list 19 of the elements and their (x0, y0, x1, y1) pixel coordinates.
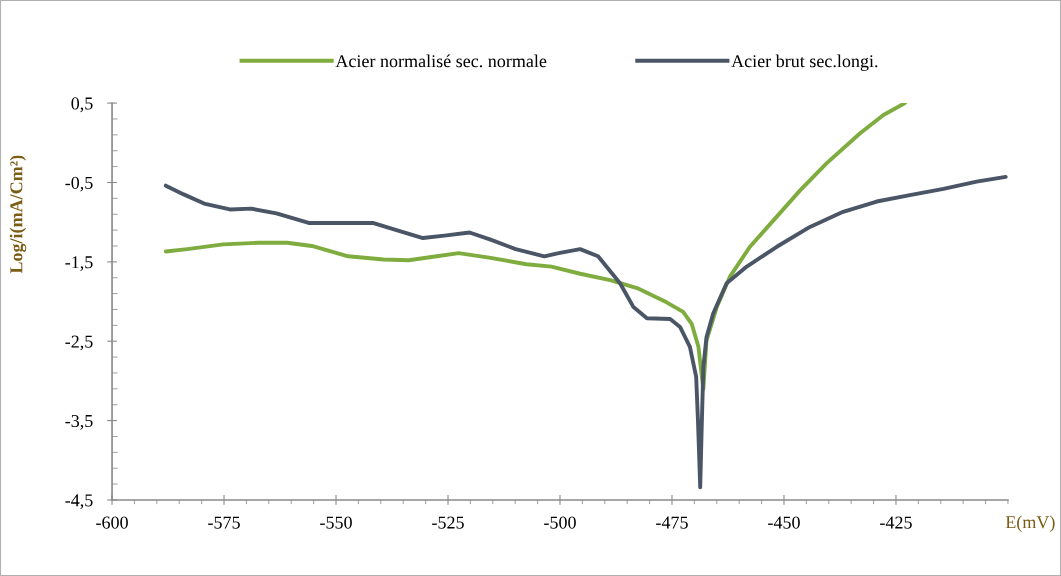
x-tick-label: -450 (768, 516, 800, 529)
y-axis-title: Log/i(mA/Cm²) (9, 155, 27, 274)
x-tick-label: -575 (208, 516, 240, 529)
x-tick-label: -425 (880, 516, 912, 529)
legend-label: Acier normalisé sec. normale (335, 54, 547, 68)
y-tick-label: -1,5 (65, 256, 93, 271)
x-axis-title: E(mV) (1005, 515, 1055, 532)
x-tick-label: -550 (320, 516, 352, 529)
y-tick-label: -3,5 (65, 414, 93, 430)
y-tick-label: -0,5 (65, 176, 93, 192)
x-tick-label: -500 (544, 516, 576, 529)
legend-label: Acier brut sec.longi. (731, 54, 878, 71)
x-tick-label: -475 (656, 516, 688, 529)
line-series (163, 174, 1008, 490)
x-tick-label: -600 (96, 516, 128, 529)
x-tick-label: -525 (432, 516, 464, 529)
y-tick-label: 0,5 (71, 97, 93, 113)
y-tick-label: -4,5 (65, 494, 93, 510)
y-tick-label: -2,5 (65, 335, 93, 351)
